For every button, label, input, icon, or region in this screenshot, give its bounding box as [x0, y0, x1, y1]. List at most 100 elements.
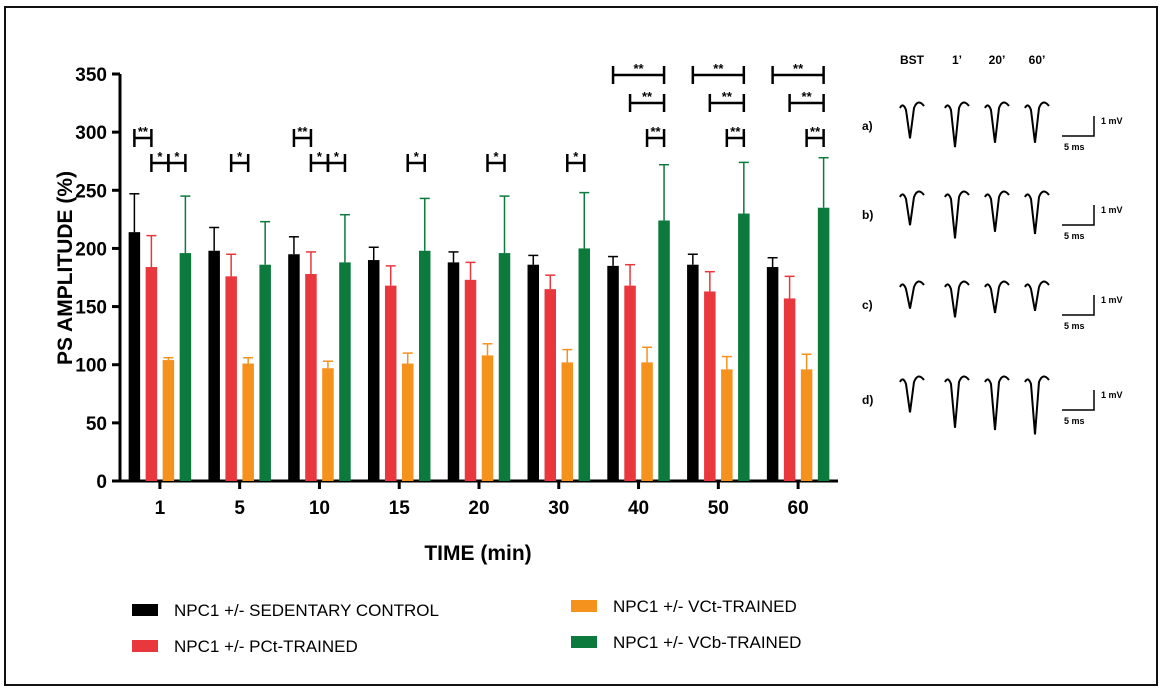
trace-waveform: [899, 280, 925, 309]
y-tick-label: 0: [96, 472, 107, 493]
significance-label: *: [493, 149, 499, 164]
y-tick-label: 200: [75, 239, 107, 260]
trace-panel: BST 1’ 20’ 60’ a) 1 mV 5 ms b) 1 mV 5 ms c) 1 mV 5 m…: [862, 53, 1123, 435]
y-tick-label: 50: [86, 414, 107, 435]
significance-label: **: [802, 89, 813, 104]
bar: [561, 362, 574, 481]
significance-label: **: [713, 61, 724, 76]
significance-label: *: [334, 149, 340, 164]
scale-bar-time: 5 ms: [1064, 416, 1085, 426]
y-tick-label: 150: [75, 298, 107, 319]
x-tick-label: 10: [309, 498, 330, 519]
bar: [607, 265, 619, 481]
bar: [641, 362, 653, 481]
x-tick-label: 5: [234, 498, 245, 519]
trace-row-label: c): [862, 298, 873, 312]
significance-bracket: *: [326, 149, 347, 172]
x-tick-label: 15: [389, 498, 411, 519]
bar: [384, 285, 397, 481]
significance-label: *: [414, 149, 420, 164]
trace-column-header: BST: [900, 53, 925, 67]
bar: [624, 285, 636, 481]
legend-swatch: [571, 636, 597, 648]
y-tick-label: 100: [75, 356, 107, 377]
legend-item: NPC1 +/- SEDENTARY CONTROL: [132, 601, 439, 620]
trace-waveform: [899, 190, 925, 226]
y-axis-title: PS AMPLITUDE (%): [54, 171, 77, 365]
bar: [658, 220, 670, 481]
significance-bracket: **: [133, 124, 153, 147]
significance-label: **: [633, 61, 644, 76]
significance-markers: *** * **** * * * *******************: [133, 61, 825, 172]
significance-bracket: **: [292, 124, 313, 147]
legend-item: NPC1 +/- VCt-TRAINED: [571, 597, 797, 616]
trace-row: c) 1 mV 5 ms: [862, 280, 1123, 331]
trace-row: b) 1 mV 5 ms: [862, 190, 1123, 241]
bar: [498, 253, 511, 481]
y-axis: 0 50 100 150 200 250 300 350: [75, 65, 122, 493]
trace-waveform: [1024, 101, 1050, 143]
x-tick-label: 40: [628, 498, 649, 519]
significance-label: **: [650, 124, 661, 139]
bar: [578, 248, 591, 481]
significance-bracket: *: [167, 149, 187, 172]
trace-waveform: [944, 190, 970, 239]
legend-item: NPC1 +/- PCt-TRAINED: [132, 637, 358, 656]
bar: [145, 267, 158, 481]
significance-bracket: *: [309, 149, 330, 172]
scale-bar: [1062, 205, 1095, 226]
significance-bracket: *: [150, 149, 170, 172]
trace-row-label: d): [862, 393, 873, 407]
bar: [208, 250, 220, 481]
x-tick-label: 30: [548, 498, 569, 519]
trace-waveform: [899, 375, 925, 413]
trace-waveform: [899, 101, 925, 139]
bar: [242, 363, 254, 481]
legend-swatch: [132, 640, 158, 652]
bars: [128, 156, 830, 482]
bar: [162, 360, 175, 481]
trace-waveform: [984, 375, 1010, 431]
bar: [800, 369, 813, 481]
legend-label: NPC1 +/- SEDENTARY CONTROL: [174, 601, 439, 620]
x-axis-title: TIME (min): [424, 542, 531, 565]
significance-label: **: [793, 61, 804, 76]
y-tick-label: 350: [75, 65, 107, 86]
scale-bar: [1062, 295, 1095, 316]
significance-label: **: [297, 124, 308, 139]
scale-bar-time: 5 ms: [1064, 142, 1085, 152]
y-tick-label: 250: [75, 181, 107, 202]
trace-waveform: [1024, 190, 1050, 235]
trace-row-label: b): [862, 208, 873, 222]
significance-bracket: **: [725, 124, 746, 147]
significance-label: *: [157, 149, 163, 164]
bar: [128, 232, 141, 481]
legend-label: NPC1 +/- VCb-TRAINED: [613, 633, 801, 652]
x-tick-label: 60: [788, 498, 809, 519]
legend: NPC1 +/- SEDENTARY CONTROL NPC1 +/- PCt-T…: [132, 597, 801, 656]
trace-column-header: 20’: [989, 53, 1006, 67]
trace-row: d) 1 mV 5 ms: [862, 375, 1123, 435]
significance-bracket: **: [691, 61, 746, 84]
scale-bar-time: 5 ms: [1064, 321, 1085, 331]
trace-waveform: [944, 101, 970, 148]
legend-label: NPC1 +/- VCt-TRAINED: [613, 597, 797, 616]
trace-waveform: [1024, 280, 1050, 311]
significance-bracket: **: [788, 89, 825, 112]
figure-frame: [4, 6, 1158, 686]
bar: [817, 207, 830, 481]
significance-label: **: [810, 124, 821, 139]
bar: [288, 254, 300, 481]
significance-bracket: **: [708, 89, 746, 112]
bar: [527, 264, 540, 481]
significance-bracket: *: [566, 149, 586, 172]
scale-bar-time: 5 ms: [1064, 231, 1085, 241]
x-axis: 1 5 10 15 20 30 40 50 60: [120, 479, 838, 519]
scale-bar-voltage: 1 mV: [1101, 295, 1123, 305]
legend-swatch: [571, 600, 597, 612]
trace-waveform: [944, 375, 970, 428]
bar: [339, 262, 351, 481]
legend-label: NPC1 +/- PCt-TRAINED: [174, 637, 358, 656]
bar: [481, 355, 494, 481]
